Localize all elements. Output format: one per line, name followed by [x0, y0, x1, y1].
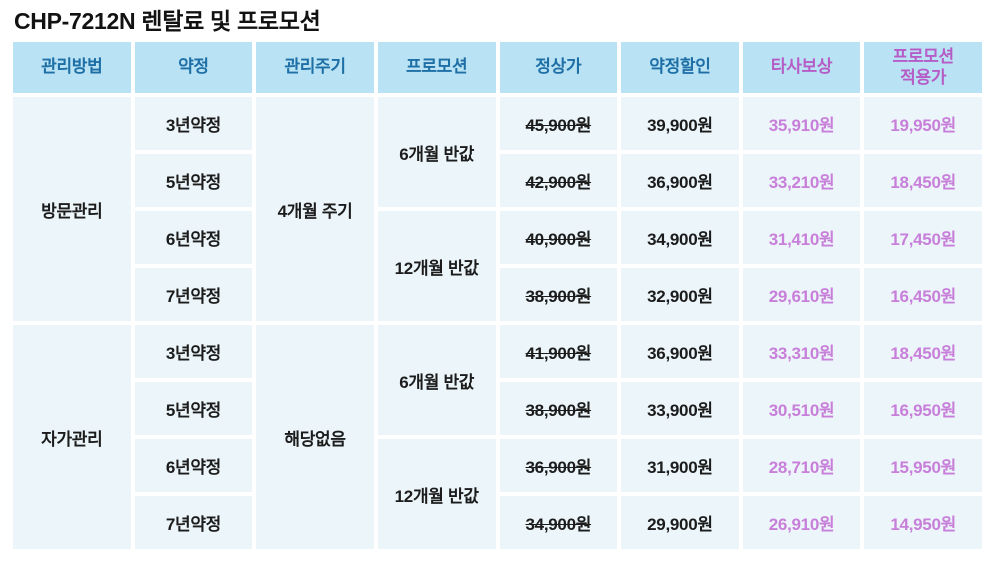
table-row: 방문관리 3년약정 4개월 주기 6개월 반값 45,900원 39,900원 … — [13, 97, 982, 321]
cell-management-method: 자가관리 — [13, 325, 131, 549]
cell-contract-discount: 32,900원 — [621, 268, 739, 321]
cell-competitor-compensation: 30,510원 — [742, 382, 861, 435]
table-row: 5년약정 42,900원 36,900원 33,210원 18,450원 — [13, 154, 982, 207]
cell-promo-price: 18,450원 — [864, 325, 982, 378]
cell-contract-term: 5년약정 — [134, 382, 253, 435]
cell-contract-discount: 36,900원 — [621, 154, 739, 207]
cell-competitor-compensation: 29,610원 — [742, 268, 861, 321]
cell-competitor-compensation: 26,910원 — [742, 496, 861, 549]
cell-promo-price: 18,450원 — [864, 154, 982, 207]
page-title: CHP-7212N 렌탈료 및 프로모션 — [14, 8, 321, 34]
header-normal-price: 정상가 — [499, 42, 618, 93]
cell-competitor-compensation: 33,210원 — [742, 154, 861, 207]
table-row: 5년약정 38,900원 33,900원 30,510원 16,950원 — [13, 382, 982, 435]
header-promo-price: 프로모션 적용가 — [864, 42, 982, 93]
cell-contract-term: 6년약정 — [134, 211, 253, 264]
cell-contract-discount: 29,900원 — [621, 496, 739, 549]
cell-competitor-compensation: 35,910원 — [742, 97, 861, 150]
cell-contract-term: 7년약정 — [134, 268, 253, 321]
cell-normal-price: 38,900원 — [499, 382, 618, 435]
cell-promo-price: 16,950원 — [864, 382, 982, 435]
table-row: 자가관리 3년약정 해당없음 6개월 반값 41,900원 36,900원 33… — [13, 325, 982, 549]
cell-normal-price: 42,900원 — [499, 154, 618, 207]
cell-normal-price: 36,900원 — [499, 439, 618, 492]
cell-normal-price: 41,900원 — [499, 325, 618, 378]
cell-promo-price: 19,950원 — [864, 97, 982, 150]
cell-competitor-compensation: 33,310원 — [742, 325, 861, 378]
cell-normal-price: 38,900원 — [499, 268, 618, 321]
cell-promotion: 12개월 반값 — [377, 439, 496, 549]
cell-competitor-compensation: 28,710원 — [742, 439, 861, 492]
header-service-cycle: 관리주기 — [256, 42, 374, 93]
header-contract-term: 약정 — [134, 42, 253, 93]
cell-management-method: 방문관리 — [13, 97, 131, 321]
cell-contract-term: 6년약정 — [134, 439, 253, 492]
cell-contract-discount: 31,900원 — [621, 439, 739, 492]
cell-normal-price: 40,900원 — [499, 211, 618, 264]
cell-promo-price: 16,450원 — [864, 268, 982, 321]
header-competitor-compensation: 타사보상 — [742, 42, 861, 93]
cell-contract-term: 3년약정 — [134, 325, 253, 378]
cell-contract-term: 7년약정 — [134, 496, 253, 549]
pricing-table: 관리방법 약정 관리주기 프로모션 정상가 약정할인 타사보상 프로모션 적용가… — [9, 38, 986, 553]
cell-contract-discount: 39,900원 — [621, 97, 739, 150]
cell-contract-term: 3년약정 — [134, 97, 253, 150]
cell-normal-price: 45,900원 — [499, 97, 618, 150]
table-row: 7년약정 38,900원 32,900원 29,610원 16,450원 — [13, 268, 982, 321]
header-management-method: 관리방법 — [13, 42, 131, 93]
cell-promotion: 6개월 반값 — [377, 325, 496, 435]
cell-promotion: 6개월 반값 — [377, 97, 496, 207]
table-row: 6년약정 12개월 반값 36,900원 31,900원 28,710원 15,… — [13, 439, 982, 549]
cell-promo-price: 17,450원 — [864, 211, 982, 264]
cell-promotion: 12개월 반값 — [377, 211, 496, 321]
table-header-row: 관리방법 약정 관리주기 프로모션 정상가 약정할인 타사보상 프로모션 적용가 — [13, 42, 982, 93]
cell-service-cycle: 해당없음 — [256, 325, 374, 549]
cell-promo-price: 15,950원 — [864, 439, 982, 492]
cell-service-cycle: 4개월 주기 — [256, 97, 374, 321]
cell-contract-discount: 34,900원 — [621, 211, 739, 264]
cell-competitor-compensation: 31,410원 — [742, 211, 861, 264]
cell-contract-discount: 33,900원 — [621, 382, 739, 435]
cell-contract-term: 5년약정 — [134, 154, 253, 207]
table-row: 7년약정 34,900원 29,900원 26,910원 14,950원 — [13, 496, 982, 549]
cell-promo-price: 14,950원 — [864, 496, 982, 549]
header-contract-discount: 약정할인 — [621, 42, 739, 93]
cell-normal-price: 34,900원 — [499, 496, 618, 549]
cell-contract-discount: 36,900원 — [621, 325, 739, 378]
header-promotion: 프로모션 — [377, 42, 496, 93]
table-row: 6년약정 12개월 반값 40,900원 34,900원 31,410원 17,… — [13, 211, 982, 321]
